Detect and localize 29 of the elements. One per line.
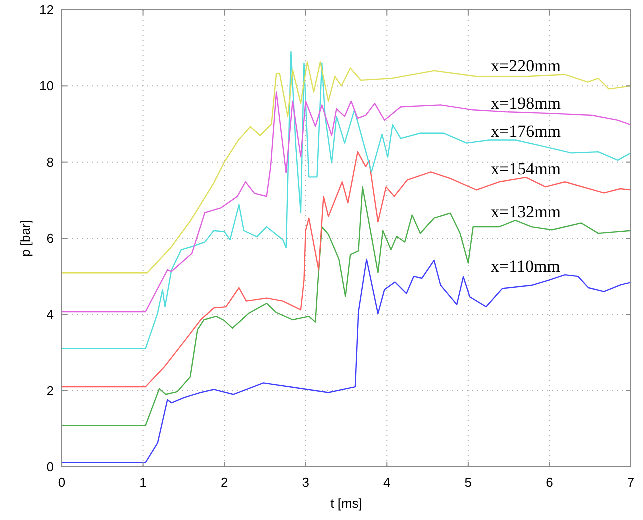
line-series: [61, 92, 632, 313]
y-tick-label: 6: [46, 231, 54, 246]
series-label: x=110mm: [491, 257, 560, 276]
line-series: [61, 186, 632, 426]
x-tick-label: 0: [58, 475, 66, 490]
line-series: [61, 51, 632, 350]
y-tick-label: 0: [46, 460, 54, 475]
x-tick-label: 7: [627, 475, 635, 490]
series-label: x=198mm: [491, 94, 562, 114]
x-tick-label: 5: [464, 475, 472, 490]
y-tick-label: 12: [40, 2, 54, 18]
line-series: [61, 258, 632, 464]
y-axis-title: p [bar]: [18, 220, 33, 257]
x-tick-label: 4: [384, 475, 391, 490]
y-tick-label: 2: [46, 383, 54, 398]
x-tick-label: 2: [220, 475, 228, 490]
series-label: x=132mm: [491, 202, 562, 222]
x-tick-label: 3: [302, 475, 310, 490]
line-series: [61, 62, 632, 274]
line-series: [61, 151, 632, 388]
x-tick-label: 6: [546, 475, 554, 490]
series-label: x=176mm: [491, 122, 562, 142]
series-label: x=220mm: [491, 56, 562, 76]
x-axis-title: t [ms]: [330, 496, 362, 511]
x-tick-label: 1: [140, 475, 147, 490]
y-tick-label: 8: [46, 154, 54, 170]
series-label: x=154mm: [491, 160, 562, 179]
y-tick-label: 10: [40, 78, 54, 94]
y-tick-label: 4: [46, 307, 54, 322]
